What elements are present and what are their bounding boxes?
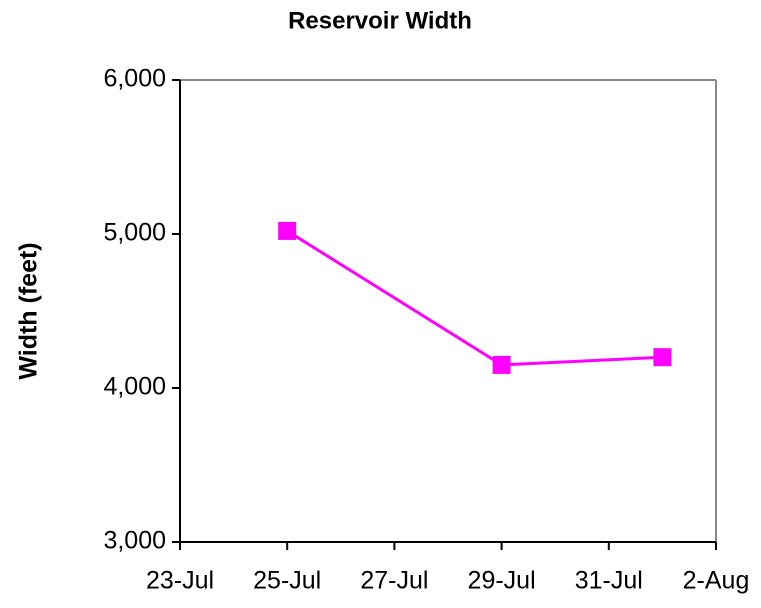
y-tick-label: 4,000: [103, 373, 166, 401]
y-tick-label: 6,000: [103, 65, 166, 93]
y-tick-label: 3,000: [103, 527, 166, 555]
x-tick-label: 25-Jul: [253, 567, 321, 595]
y-tick-label: 5,000: [103, 219, 166, 247]
x-tick-label: 29-Jul: [468, 567, 536, 595]
x-tick-label: 2-Aug: [683, 567, 750, 595]
marker: [653, 348, 672, 367]
y-axis-label: Width (feet): [15, 242, 43, 379]
x-tick-label: 23-Jul: [146, 567, 214, 595]
series-line: [286, 229, 663, 367]
chart-title: Reservoir Width: [288, 7, 472, 34]
x-tick-label: 31-Jul: [575, 567, 643, 595]
x-tick-label: 27-Jul: [360, 567, 428, 595]
marker: [492, 355, 511, 374]
marker: [278, 221, 297, 240]
